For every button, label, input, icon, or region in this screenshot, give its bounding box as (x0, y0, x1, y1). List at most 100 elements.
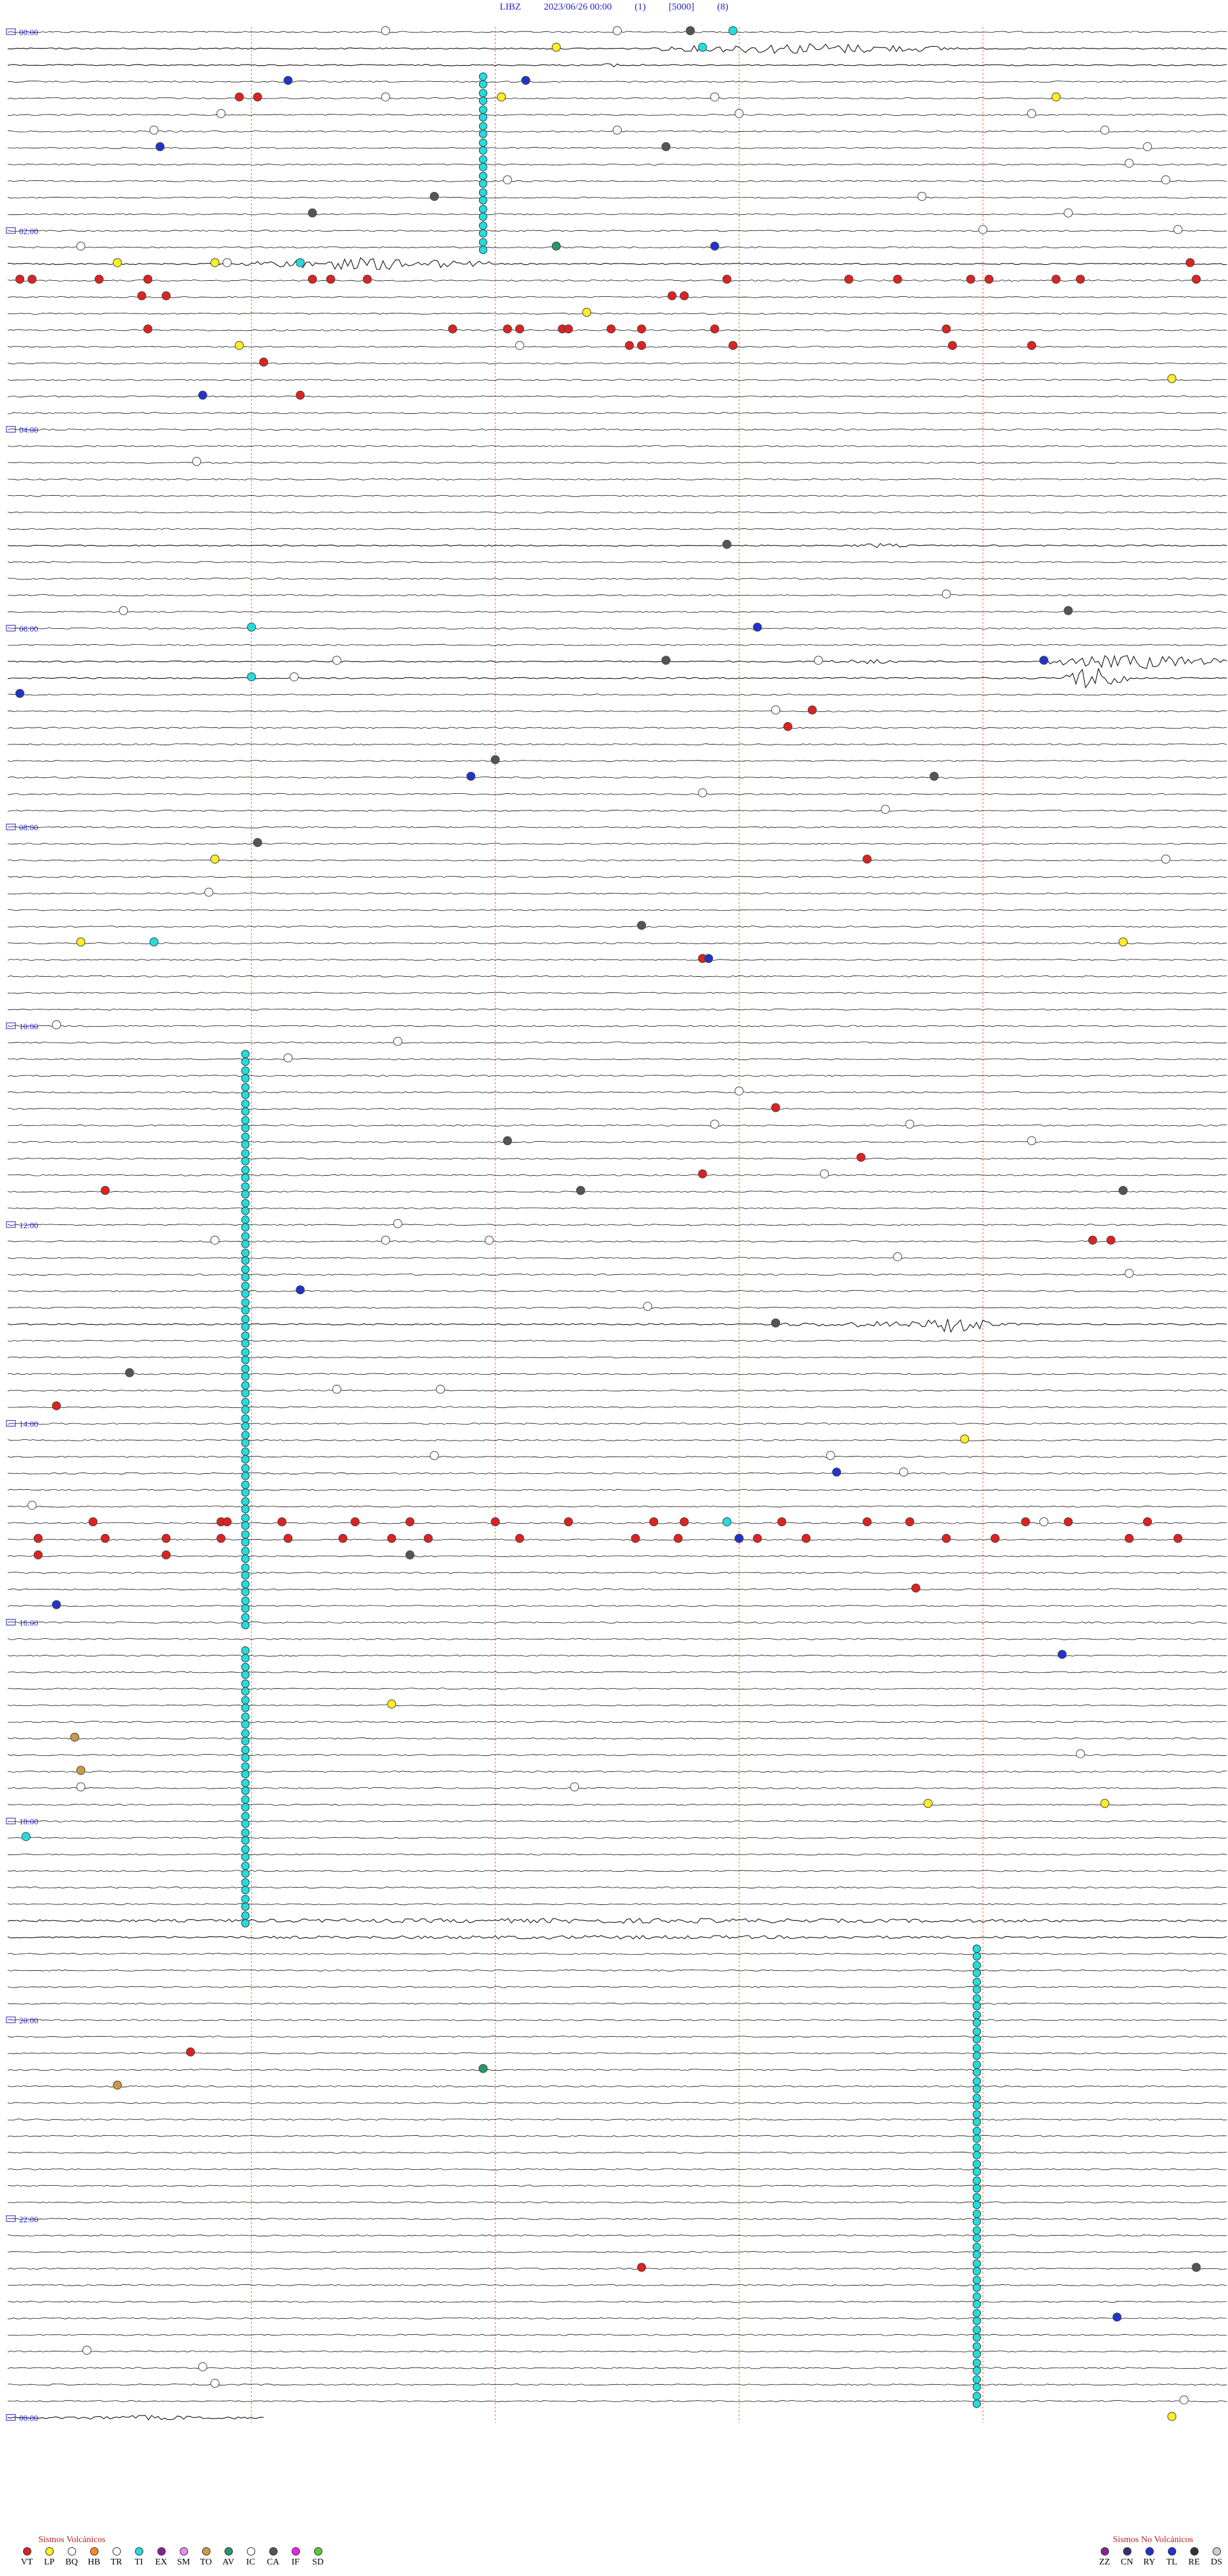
trace-row (7, 1190, 1227, 1193)
ti-event-marker (972, 2035, 981, 2044)
ti-event-marker (478, 221, 487, 230)
trace-row (7, 2019, 1227, 2021)
non-volcanic-legend: ZZ CN RY TL RE DS (1096, 2547, 1225, 2568)
ti-event-marker (972, 2176, 981, 2185)
ti-event-marker (478, 205, 487, 214)
ti-event-marker (972, 2392, 981, 2401)
trace-row (7, 1041, 1227, 1044)
event-bq (917, 192, 927, 201)
legend-code: HB (88, 2557, 100, 2567)
event-vt (277, 1517, 287, 1526)
event-vt (161, 1550, 171, 1560)
event-bq (515, 341, 524, 351)
non-volcanic-legend-title: Sismos No Volcánicos (1113, 2535, 1193, 2545)
ti-event-marker (972, 2259, 981, 2268)
ti-event-marker (241, 1190, 250, 1199)
trace-row (7, 1555, 1227, 1558)
event-vt (807, 705, 817, 715)
ti-event-marker (241, 1538, 250, 1547)
ti-event-marker (972, 2325, 981, 2334)
trace-row (7, 1240, 1227, 1243)
ti-event-marker (241, 1521, 250, 1530)
ti-event-marker (972, 2160, 981, 2169)
ti-event-marker (241, 1339, 250, 1348)
hour-label: 18:00 (19, 1817, 38, 1826)
legend-item-re: RE (1185, 2547, 1203, 2568)
event-vt (722, 274, 732, 284)
event-vt (1021, 1517, 1030, 1526)
event-vt (15, 274, 25, 284)
trace-row (7, 1306, 1227, 1309)
ti-event-marker (241, 1663, 250, 1671)
trace-row (7, 412, 1227, 415)
trace-row (7, 743, 1227, 746)
legend-code: ZZ (1099, 2557, 1110, 2567)
event-ry (734, 1533, 744, 1543)
trace-row (7, 1538, 1227, 1541)
event-bq (210, 2378, 220, 2388)
event-vt (1051, 274, 1061, 284)
event-vt (941, 1533, 951, 1543)
event-ry (753, 622, 762, 632)
ti-event-marker (241, 1778, 250, 1787)
event-vt (856, 1153, 866, 1162)
ti-event-marker (972, 2002, 981, 2011)
event-bq (1124, 159, 1134, 168)
event-vt (33, 1550, 43, 1560)
trace-row (7, 1787, 1227, 1789)
seismic-traces (7, 31, 1227, 2421)
event-vt (405, 1517, 414, 1526)
ti-event-marker (972, 1994, 981, 2003)
ti-event-marker (241, 1571, 250, 1580)
trace-row (7, 146, 1227, 149)
trace-row (7, 1406, 1227, 1409)
event-lp (582, 308, 592, 317)
trace-row (7, 1870, 1227, 1872)
ti-event-marker (241, 1398, 250, 1407)
legend-item-ti: TI (130, 2547, 148, 2568)
event-vt (783, 722, 792, 731)
ti-event-marker (972, 2126, 981, 2135)
ti-event-marker (972, 2234, 981, 2243)
event-vt (52, 1401, 61, 1410)
trace-row (7, 654, 1227, 669)
ti-event-marker (241, 1422, 250, 1431)
trace-row (7, 1058, 1227, 1061)
event-bq (204, 887, 214, 897)
trace-row (7, 113, 1227, 116)
trace-row (7, 1588, 1227, 1591)
event-vt (862, 1517, 872, 1526)
legend-swatch (67, 2547, 76, 2556)
ti-event-marker (241, 1414, 250, 1423)
ti-event-marker (241, 1364, 250, 1373)
legend-code: DS (1211, 2557, 1222, 2567)
trace-row (7, 1339, 1227, 1342)
ti-event-marker (972, 2226, 981, 2235)
trace-row (7, 1373, 1227, 1375)
ti-event-marker (241, 1703, 250, 1712)
event-vt (710, 324, 720, 334)
trace-row (7, 230, 1227, 232)
ti-event-marker (972, 2143, 981, 2152)
ti-event-marker (972, 2267, 981, 2275)
trace-row (7, 63, 1227, 68)
legend-item-ry: RY (1140, 2547, 1158, 2568)
event-vt (966, 274, 975, 284)
plot-mode: (8) (717, 2, 728, 12)
trace-row (7, 1803, 1227, 1806)
event-vt (753, 1533, 762, 1543)
event-bq (210, 1235, 220, 1245)
trace-row (7, 1687, 1227, 1690)
hour-label: 02:00 (19, 226, 38, 236)
event-vt (448, 324, 457, 334)
trace-row (7, 312, 1227, 315)
event-bq (1124, 1268, 1134, 1278)
ti-event-marker (478, 113, 487, 122)
trace-row (8, 2118, 1227, 2121)
event-vt (679, 291, 689, 301)
event-vt (948, 341, 957, 351)
trace-row (7, 1604, 1227, 1608)
ti-event-marker (972, 2275, 981, 2284)
ti-event-marker (241, 1132, 250, 1141)
ti-event-marker (241, 1620, 250, 1629)
